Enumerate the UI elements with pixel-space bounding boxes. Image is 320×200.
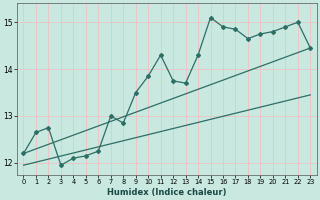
X-axis label: Humidex (Indice chaleur): Humidex (Indice chaleur) bbox=[107, 188, 227, 197]
